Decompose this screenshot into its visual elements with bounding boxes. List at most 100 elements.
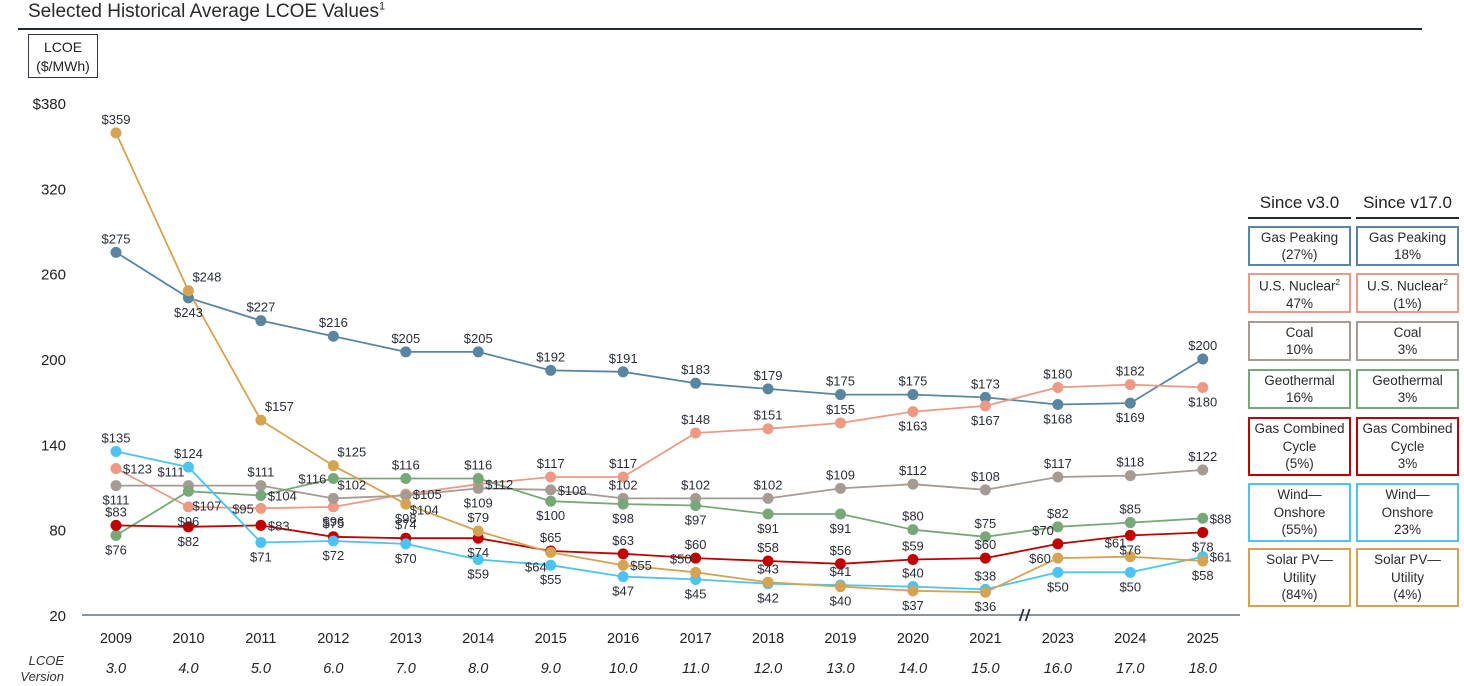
version-label: 5.0 — [251, 661, 271, 677]
legend-cell-name: Cycle — [1390, 438, 1425, 454]
data-label-coal: $117 — [1044, 456, 1072, 471]
data-point-u-s-nuclear — [907, 406, 919, 418]
x-tick-label: 2023 — [1042, 631, 1074, 647]
x-tick-label: 2015 — [535, 631, 567, 647]
data-point-u-s-nuclear — [110, 463, 122, 475]
data-label-gas-combined-cycle: $63 — [612, 533, 634, 548]
legend-cell-name: Utility — [1391, 569, 1424, 585]
data-point-gas-combined-cycle — [690, 552, 702, 564]
data-point-wind-onshore — [545, 559, 557, 571]
data-label-solar-pv-utility: $157 — [265, 399, 294, 414]
data-point-u-s-nuclear — [617, 471, 629, 483]
series-line-wind-onshore — [115, 450, 1203, 591]
y-tick-label: 200 — [41, 352, 66, 369]
data-label-coal: $111 — [157, 465, 184, 480]
data-point-coal — [762, 492, 774, 504]
data-point-gas-peaking — [1052, 399, 1064, 411]
series-line-gas-peaking — [115, 251, 1204, 406]
legend-cell-gas-peaking: Gas Peaking 18% — [1356, 226, 1459, 266]
data-point-gas-combined-cycle — [762, 555, 774, 567]
data-label-solar-pv-utility: $248 — [192, 270, 221, 285]
data-point-solar-pv-utility — [1197, 555, 1209, 567]
data-point-gas-combined-cycle — [835, 558, 846, 570]
data-point-coal — [907, 478, 919, 490]
data-label-wind-onshore: $55 — [540, 572, 562, 587]
series-line-solar-pv-utility — [115, 132, 1203, 594]
y-axis-unit-box: LCOE ($/MWh) — [28, 34, 98, 78]
data-label-solar-pv-utility: $40 — [830, 594, 852, 609]
legend-column-header: Since v17.0 — [1356, 193, 1459, 219]
data-label-u-s-nuclear: $123 — [123, 462, 152, 477]
x-tick-label: 2021 — [969, 631, 1001, 647]
data-point-coal — [110, 480, 122, 492]
x-tick-label: 2024 — [1114, 631, 1146, 647]
x-tick-label: 2025 — [1187, 631, 1219, 647]
data-point-u-s-nuclear — [1197, 381, 1209, 393]
data-label-u-s-nuclear: $148 — [681, 412, 710, 427]
data-label-solar-pv-utility: $98 — [395, 511, 417, 526]
data-point-solar-pv-utility — [400, 498, 412, 510]
legend-cell-name: Gas Peaking — [1368, 229, 1447, 245]
series-line-gas-combined-cycle — [115, 524, 1203, 565]
data-point-coal — [1197, 464, 1209, 476]
x-tick-label: 2010 — [172, 631, 204, 647]
legend-cell-solar-pv-utility: Solar PV— Utility (84%) — [1248, 548, 1351, 607]
data-label-gas-peaking: $168 — [1043, 412, 1072, 427]
data-label-coal: $102 — [681, 477, 710, 492]
data-label-wind-onshore: $50 — [1047, 579, 1069, 594]
legend-cell-change-value: (27%) — [1281, 247, 1318, 262]
data-point-solar-pv-utility — [762, 576, 774, 588]
data-point-solar-pv-utility — [835, 581, 846, 593]
data-label-geothermal: $100 — [536, 508, 565, 523]
data-label-gas-peaking: $205 — [464, 331, 493, 346]
data-label-coal: $109 — [826, 467, 855, 482]
x-tick-label: 2016 — [607, 631, 639, 647]
data-point-wind-onshore — [1124, 566, 1136, 578]
data-label-geothermal: $80 — [902, 509, 924, 524]
unit-label-line2: ($/MWh) — [36, 58, 90, 74]
chart-title: Selected Historical Average LCOE Values1 — [28, 1, 385, 23]
y-tick-label: 320 — [41, 181, 66, 198]
data-point-geothermal — [690, 499, 702, 511]
data-label-gas-peaking: $216 — [319, 315, 348, 330]
legend-cell-name: Utility — [1283, 569, 1316, 585]
data-point-u-s-nuclear — [762, 423, 774, 435]
data-label-geothermal: $82 — [1047, 506, 1069, 521]
legend-cell-coal: Coal 3% — [1356, 321, 1459, 361]
data-point-gas-combined-cycle — [110, 519, 122, 531]
data-point-gas-peaking — [1124, 397, 1136, 409]
data-point-solar-pv-utility — [327, 460, 339, 472]
data-label-wind-onshore: $38 — [975, 568, 997, 583]
data-label-wind-onshore: $61 — [1210, 550, 1232, 565]
data-label-wind-onshore: $42 — [757, 591, 779, 606]
version-label: 14.0 — [899, 661, 927, 677]
legend-cell-gas-peaking: Gas Peaking (27%) — [1248, 226, 1351, 266]
data-label-gas-combined-cycle: $74 — [467, 545, 489, 560]
data-label-solar-pv-utility: $359 — [102, 112, 131, 127]
data-label-u-s-nuclear: $96 — [178, 514, 200, 529]
data-point-gas-peaking — [327, 330, 339, 342]
data-label-coal: $112 — [899, 463, 927, 478]
data-point-wind-onshore — [110, 445, 122, 457]
data-point-wind-onshore — [255, 536, 267, 548]
legend-cell-change-value: 3% — [1397, 342, 1418, 357]
data-label-gas-peaking: $173 — [971, 376, 1000, 391]
legend-cell-name: Coal — [1393, 324, 1422, 340]
data-label-coal: $122 — [1188, 449, 1217, 464]
x-tick-label: 2019 — [824, 631, 856, 647]
version-label: 8.0 — [468, 661, 488, 677]
data-point-gas-peaking — [617, 366, 629, 378]
data-label-coal: $102 — [609, 477, 638, 492]
axis-break-mark — [1024, 608, 1031, 622]
data-point-gas-peaking — [762, 383, 774, 395]
legend-cell-name: Wind— — [1385, 487, 1430, 503]
legend-cell-change-value: (84%) — [1281, 587, 1318, 603]
data-point-u-s-nuclear — [690, 427, 702, 439]
data-point-wind-onshore — [1052, 566, 1064, 578]
data-point-solar-pv-utility — [472, 525, 484, 537]
data-point-coal — [400, 490, 412, 502]
version-label: 15.0 — [971, 661, 999, 677]
data-label-u-s-nuclear: $163 — [898, 419, 927, 434]
data-label-gas-peaking: $243 — [174, 305, 203, 320]
data-label-u-s-nuclear: $117 — [609, 456, 637, 471]
